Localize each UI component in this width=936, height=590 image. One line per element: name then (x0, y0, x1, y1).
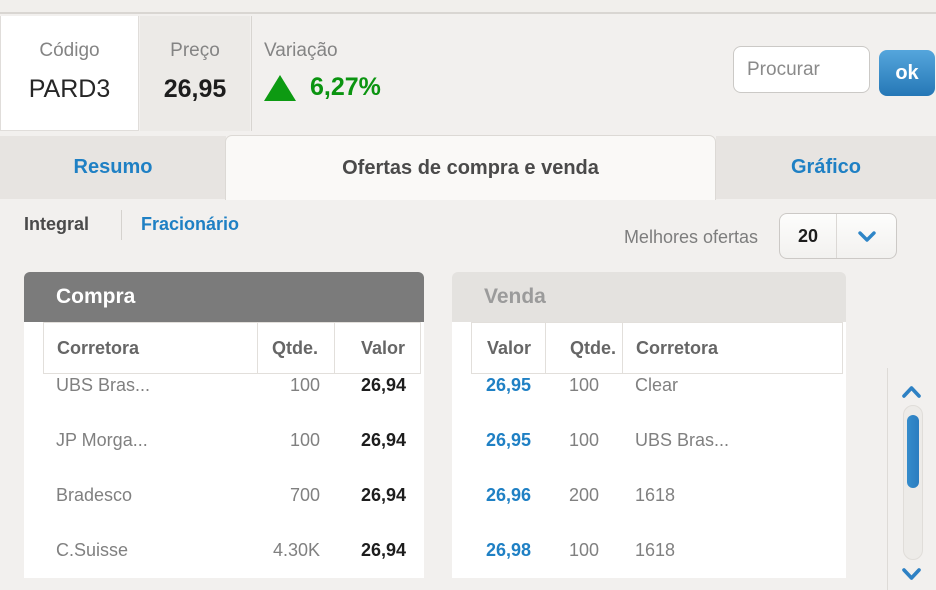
table-row[interactable]: 26,98 100 1618 (471, 523, 843, 578)
table-row[interactable]: 26,95 100 UBS Bras... (471, 413, 843, 468)
cell-valor: 26,94 (360, 540, 406, 560)
cell-corretora: UBS Bras... (56, 375, 151, 395)
cell-valor: 26,94 (360, 430, 406, 450)
column-header: Valor (360, 337, 405, 358)
tab-resumo[interactable]: Resumo (0, 136, 226, 199)
table-row[interactable]: JP Morga... 100 26,94 (43, 413, 421, 468)
subtab-fracionario[interactable]: Fracionário (141, 214, 240, 234)
best-offers-value: 20 (780, 214, 837, 258)
search-input[interactable] (733, 46, 870, 93)
sell-table-body[interactable]: 26,95 100 Clear 26,95 100 UBS Bras... 26… (471, 374, 843, 578)
buy-table: Corretora Qtde. Valor UBS Bras... 100 26… (24, 322, 424, 578)
sell-panel-title: Venda (452, 272, 846, 322)
cell-qtde: 100 (569, 430, 600, 450)
scroll-up-icon[interactable] (901, 384, 922, 400)
cell-corretora: JP Morga... (56, 430, 148, 450)
chevron-down-icon (837, 214, 896, 258)
cell-corretora: 1618 (635, 485, 676, 505)
cell-valor: 26,95 (486, 375, 532, 395)
best-offers-label: Melhores ofertas (623, 227, 758, 247)
cell-qtde: 700 (289, 485, 320, 505)
search-ok-button[interactable]: ok (879, 50, 935, 96)
up-triangle-icon (264, 74, 296, 101)
top-strip (0, 0, 936, 14)
scroll-down-icon[interactable] (901, 566, 922, 582)
column-header: Valor (472, 323, 546, 373)
best-offers-select[interactable]: 20 (779, 213, 897, 259)
tab-ofertas[interactable]: Ofertas de compra e venda (225, 135, 716, 200)
cell-corretora: UBS Bras... (635, 430, 730, 450)
cell-valor: 26,96 (486, 485, 532, 505)
table-row[interactable]: Bradesco 700 26,94 (43, 468, 421, 523)
cell-corretora: 1618 (635, 540, 676, 560)
sell-panel: Venda Valor Qtde. Corretora 26,95 100 Cl… (452, 272, 846, 578)
quote-price-card: Preço 26,95 (140, 16, 250, 131)
cell-corretora: C.Suisse (56, 540, 129, 560)
table-row[interactable]: 26,95 100 Clear (471, 374, 843, 413)
buy-panel-title: Compra (24, 272, 424, 322)
change-label: Variação (264, 40, 338, 61)
cell-valor: 26,95 (486, 430, 532, 450)
quote-code-card: Código PARD3 (0, 16, 139, 131)
table-row[interactable]: C.Suisse 4.30K 26,94 (43, 523, 421, 578)
table-row[interactable]: UBS Bras... 100 26,94 (43, 374, 421, 413)
column-header: Qtde. (546, 323, 623, 373)
buy-panel: Compra Corretora Qtde. Valor UBS Bras...… (24, 272, 424, 578)
price-value: 26,95 (163, 75, 227, 103)
cell-qtde: 100 (289, 430, 320, 450)
cell-valor: 26,98 (486, 540, 532, 560)
code-label: Código (39, 40, 100, 61)
cell-qtde: 200 (569, 485, 600, 505)
change-value: 6,27% (310, 73, 381, 101)
buy-table-body[interactable]: UBS Bras... 100 26,94 JP Morga... 100 26… (43, 374, 421, 578)
scrollbar-thumb[interactable] (907, 415, 919, 488)
scrollbar-track[interactable] (903, 405, 923, 560)
cell-qtde: 100 (569, 540, 600, 560)
tab-grafico[interactable]: Gráfico (716, 136, 936, 199)
cell-corretora: Bradesco (56, 485, 133, 505)
column-header: Corretora (636, 337, 719, 358)
buy-table-header: Corretora Qtde. Valor (43, 322, 421, 374)
sell-table-header: Valor Qtde. Corretora (471, 322, 843, 374)
scrollbar-separator (887, 368, 888, 590)
cell-valor: 26,94 (360, 485, 406, 505)
code-value: PARD3 (28, 75, 111, 103)
table-row[interactable]: 26,96 200 1618 (471, 468, 843, 523)
subtab-integral[interactable]: Integral (24, 214, 90, 234)
quote-change-block: Variação 6,27% (264, 40, 381, 102)
column-header: Corretora (44, 323, 258, 373)
cell-qtde: 4.30K (272, 540, 320, 560)
column-header: Qtde. (258, 323, 335, 373)
cell-qtde: 100 (289, 375, 320, 395)
subtab-divider (121, 210, 122, 240)
sell-table: Valor Qtde. Corretora 26,95 100 Clear 26… (452, 322, 846, 578)
cell-corretora: Clear (635, 375, 679, 395)
cell-qtde: 100 (569, 375, 600, 395)
price-label: Preço (170, 40, 220, 61)
cell-valor: 26,94 (360, 375, 406, 395)
header-divider (251, 16, 252, 131)
